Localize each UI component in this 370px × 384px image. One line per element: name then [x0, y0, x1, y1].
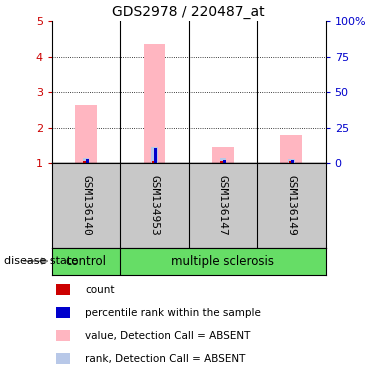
Bar [152, 161, 155, 163]
Text: count: count [85, 285, 115, 295]
Bar [83, 158, 90, 163]
Text: control: control [65, 255, 107, 268]
Bar [219, 158, 226, 163]
Text: GSM136147: GSM136147 [218, 175, 228, 236]
Text: percentile rank within the sample: percentile rank within the sample [85, 308, 261, 318]
Bar [223, 160, 226, 163]
Bar [151, 147, 158, 163]
Title: GDS2978 / 220487_at: GDS2978 / 220487_at [112, 5, 265, 19]
Text: GSM134953: GSM134953 [149, 175, 159, 236]
Bar [220, 161, 223, 163]
Text: multiple sclerosis: multiple sclerosis [171, 255, 275, 268]
Bar [52, 248, 120, 275]
Text: disease state: disease state [4, 256, 78, 266]
Text: GSM136149: GSM136149 [286, 175, 296, 236]
Bar [280, 136, 302, 163]
Bar [83, 161, 86, 163]
Bar [120, 248, 326, 275]
Bar [292, 160, 294, 163]
Bar [212, 147, 234, 163]
Text: GSM136140: GSM136140 [81, 175, 91, 236]
Bar [289, 161, 292, 163]
Bar [155, 148, 157, 163]
Text: rank, Detection Call = ABSENT: rank, Detection Call = ABSENT [85, 354, 245, 364]
Text: value, Detection Call = ABSENT: value, Detection Call = ABSENT [85, 331, 250, 341]
Bar [86, 159, 89, 163]
Bar [75, 104, 97, 163]
Bar [144, 44, 165, 163]
Bar [288, 159, 295, 163]
